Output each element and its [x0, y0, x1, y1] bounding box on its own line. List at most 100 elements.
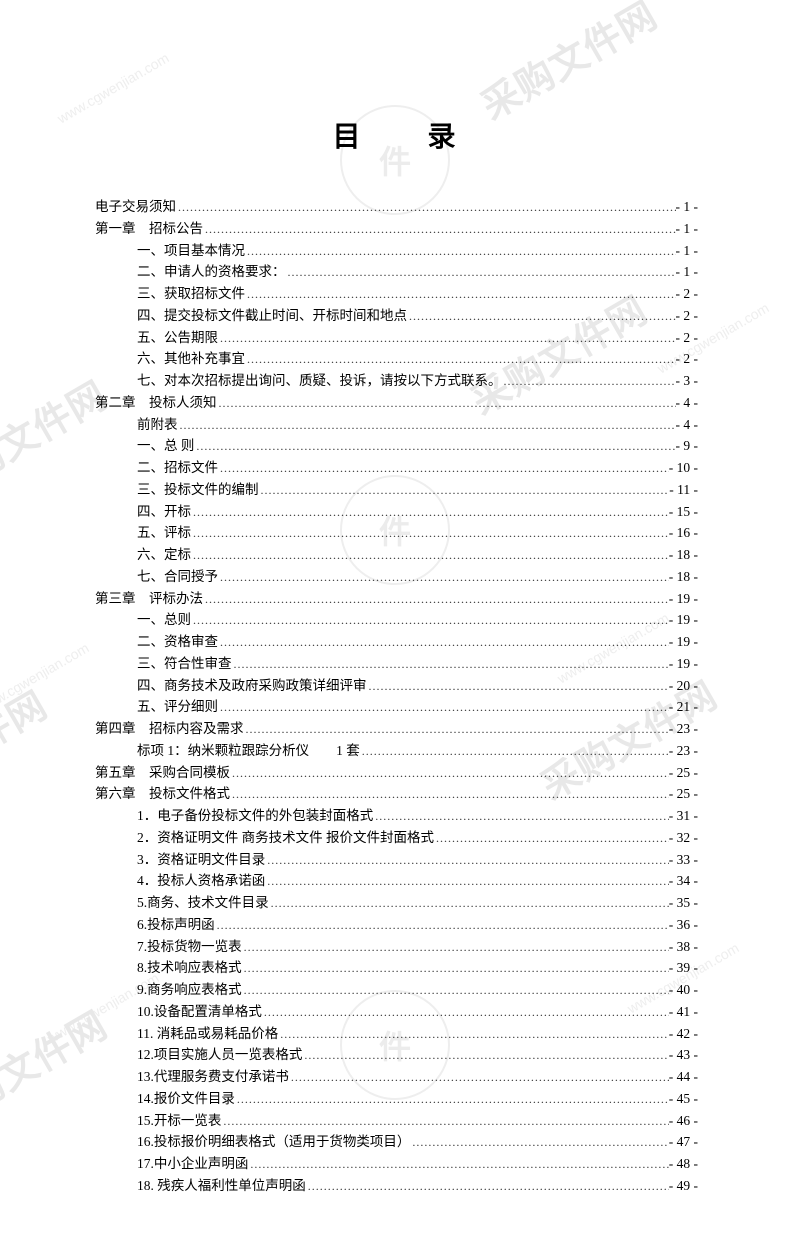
- toc-leader-dots: ........................................…: [194, 437, 675, 455]
- toc-leader-dots: ........................................…: [218, 568, 669, 586]
- table-of-contents: 电子交易须知..................................…: [95, 197, 698, 1196]
- toc-entry: 9.商务响应表格式...............................…: [95, 980, 698, 1000]
- toc-entry-page: - 39 -: [669, 958, 698, 978]
- toc-leader-dots: ........................................…: [248, 1155, 668, 1173]
- toc-leader-dots: ........................................…: [232, 655, 669, 673]
- toc-entry: 四、提交投标文件截止时间、开标时间和地点....................…: [95, 306, 698, 326]
- toc-leader-dots: ........................................…: [203, 220, 676, 238]
- toc-entry-label: 电子交易须知: [95, 197, 176, 217]
- toc-entry-page: - 2 -: [676, 306, 699, 326]
- toc-entry-page: - 34 -: [669, 871, 698, 891]
- toc-entry-page: - 40 -: [669, 980, 698, 1000]
- toc-entry-label: 14.报价文件目录: [137, 1089, 235, 1109]
- toc-leader-dots: ........................................…: [191, 503, 669, 521]
- toc-entry-label: 3．资格证明文件目录: [137, 850, 265, 870]
- toc-entry-label: 六、定标: [137, 545, 191, 565]
- toc-entry-label: 1．电子备份投标文件的外包装封面格式: [137, 806, 373, 826]
- toc-entry-label: 9.商务响应表格式: [137, 980, 242, 1000]
- toc-entry-label: 七、对本次招标提出询问、质疑、投诉，请按以下方式联系。: [137, 371, 502, 391]
- toc-entry-label: 8.技术响应表格式: [137, 958, 242, 978]
- toc-entry-label: 第五章 采购合同模板: [95, 763, 230, 783]
- toc-entry-label: 第六章 投标文件格式: [95, 784, 230, 804]
- toc-leader-dots: ........................................…: [265, 872, 669, 890]
- toc-entry-label: 五、评标: [137, 523, 191, 543]
- toc-entry-page: - 23 -: [669, 741, 698, 761]
- toc-entry: 三、投标文件的编制...............................…: [95, 480, 698, 500]
- toc-entry-label: 三、投标文件的编制: [137, 480, 259, 500]
- toc-leader-dots: ........................................…: [302, 1046, 668, 1064]
- toc-leader-dots: ........................................…: [221, 1112, 668, 1130]
- toc-leader-dots: ........................................…: [230, 764, 669, 782]
- toc-entry-label: 四、提交投标文件截止时间、开标时间和地点: [137, 306, 407, 326]
- toc-entry-label: 13.代理服务费支付承诺书: [137, 1067, 289, 1087]
- toc-entry-label: 三、符合性审查: [137, 654, 232, 674]
- toc-entry-page: - 32 -: [669, 828, 698, 848]
- toc-leader-dots: ........................................…: [306, 1177, 669, 1195]
- toc-entry-label: 一、项目基本情况: [137, 241, 245, 261]
- toc-entry: 14.报价文件目录...............................…: [95, 1089, 698, 1109]
- toc-leader-dots: ........................................…: [269, 894, 669, 912]
- toc-entry: 三、获取招标文件................................…: [95, 284, 698, 304]
- toc-entry-page: - 45 -: [669, 1089, 698, 1109]
- toc-leader-dots: ........................................…: [278, 1025, 669, 1043]
- toc-entry-page: - 1 -: [676, 241, 699, 261]
- toc-entry: 6.投标声明函.................................…: [95, 915, 698, 935]
- toc-entry-page: - 46 -: [669, 1111, 698, 1131]
- toc-entry: 第五章 采购合同模板..............................…: [95, 763, 698, 783]
- toc-entry-label: 10.设备配置清单格式: [137, 1002, 262, 1022]
- toc-leader-dots: ........................................…: [215, 916, 669, 934]
- toc-leader-dots: ........................................…: [176, 198, 676, 216]
- toc-entry: 六、其他补充事宜................................…: [95, 349, 698, 369]
- toc-entry-page: - 42 -: [669, 1024, 698, 1044]
- toc-entry-page: - 21 -: [669, 697, 698, 717]
- toc-entry-page: - 47 -: [669, 1132, 698, 1152]
- toc-leader-dots: ........................................…: [244, 720, 669, 738]
- toc-leader-dots: ........................................…: [407, 307, 676, 325]
- toc-entry-page: - 1 -: [676, 219, 699, 239]
- toc-leader-dots: ........................................…: [242, 959, 669, 977]
- toc-leader-dots: ........................................…: [218, 633, 669, 651]
- toc-leader-dots: ........................................…: [245, 285, 676, 303]
- toc-entry-page: - 3 -: [676, 371, 699, 391]
- toc-leader-dots: ........................................…: [178, 416, 676, 434]
- toc-entry: 二、申请人的资格要求：.............................…: [95, 262, 698, 282]
- toc-leader-dots: ........................................…: [289, 1068, 669, 1086]
- toc-leader-dots: ........................................…: [434, 829, 669, 847]
- toc-entry-page: - 19 -: [669, 610, 698, 630]
- toc-entry: 第一章 招标公告................................…: [95, 219, 698, 239]
- toc-entry: 11. 消耗品或易耗品价格...........................…: [95, 1024, 698, 1044]
- toc-entry-page: - 2 -: [676, 284, 699, 304]
- toc-entry-page: - 31 -: [669, 806, 698, 826]
- toc-entry-label: 五、评分细则: [137, 697, 218, 717]
- toc-entry-label: 7.投标货物一览表: [137, 937, 242, 957]
- toc-leader-dots: ........................................…: [360, 742, 669, 760]
- toc-entry: 四、商务技术及政府采购政策详细评审.......................…: [95, 676, 698, 696]
- toc-entry: 一、总 则...................................…: [95, 436, 698, 456]
- toc-entry: 15.开标一览表................................…: [95, 1111, 698, 1131]
- toc-entry: 六、定标....................................…: [95, 545, 698, 565]
- page-title: 目 录: [95, 115, 698, 155]
- toc-entry-page: - 43 -: [669, 1045, 698, 1065]
- toc-entry: 七、合同授予..................................…: [95, 567, 698, 587]
- toc-leader-dots: ........................................…: [367, 677, 669, 695]
- toc-entry: 2．资格证明文件 商务技术文件 报价文件封面格式................…: [95, 828, 698, 848]
- toc-entry-page: - 41 -: [669, 1002, 698, 1022]
- toc-leader-dots: ........................................…: [259, 481, 670, 499]
- toc-entry-label: 4．投标人资格承诺函: [137, 871, 265, 891]
- toc-entry-page: - 18 -: [669, 545, 698, 565]
- toc-entry-label: 三、获取招标文件: [137, 284, 245, 304]
- toc-entry-label: 一、总则: [137, 610, 191, 630]
- toc-entry: 3．资格证明文件目录..............................…: [95, 850, 698, 870]
- toc-entry-page: - 19 -: [669, 589, 698, 609]
- toc-entry-page: - 36 -: [669, 915, 698, 935]
- toc-entry: 一、项目基本情况................................…: [95, 241, 698, 261]
- toc-entry: 三、符合性审查.................................…: [95, 654, 698, 674]
- toc-entry: 17.中小企业声明函..............................…: [95, 1154, 698, 1174]
- toc-leader-dots: ........................................…: [242, 981, 669, 999]
- document-page: 目 录 电子交易须知..............................…: [0, 0, 793, 1258]
- toc-entry-label: 第四章 招标内容及需求: [95, 719, 244, 739]
- toc-entry-page: - 33 -: [669, 850, 698, 870]
- toc-entry: 1．电子备份投标文件的外包装封面格式......................…: [95, 806, 698, 826]
- toc-entry-label: 四、开标: [137, 502, 191, 522]
- toc-entry-page: - 11 -: [669, 480, 698, 500]
